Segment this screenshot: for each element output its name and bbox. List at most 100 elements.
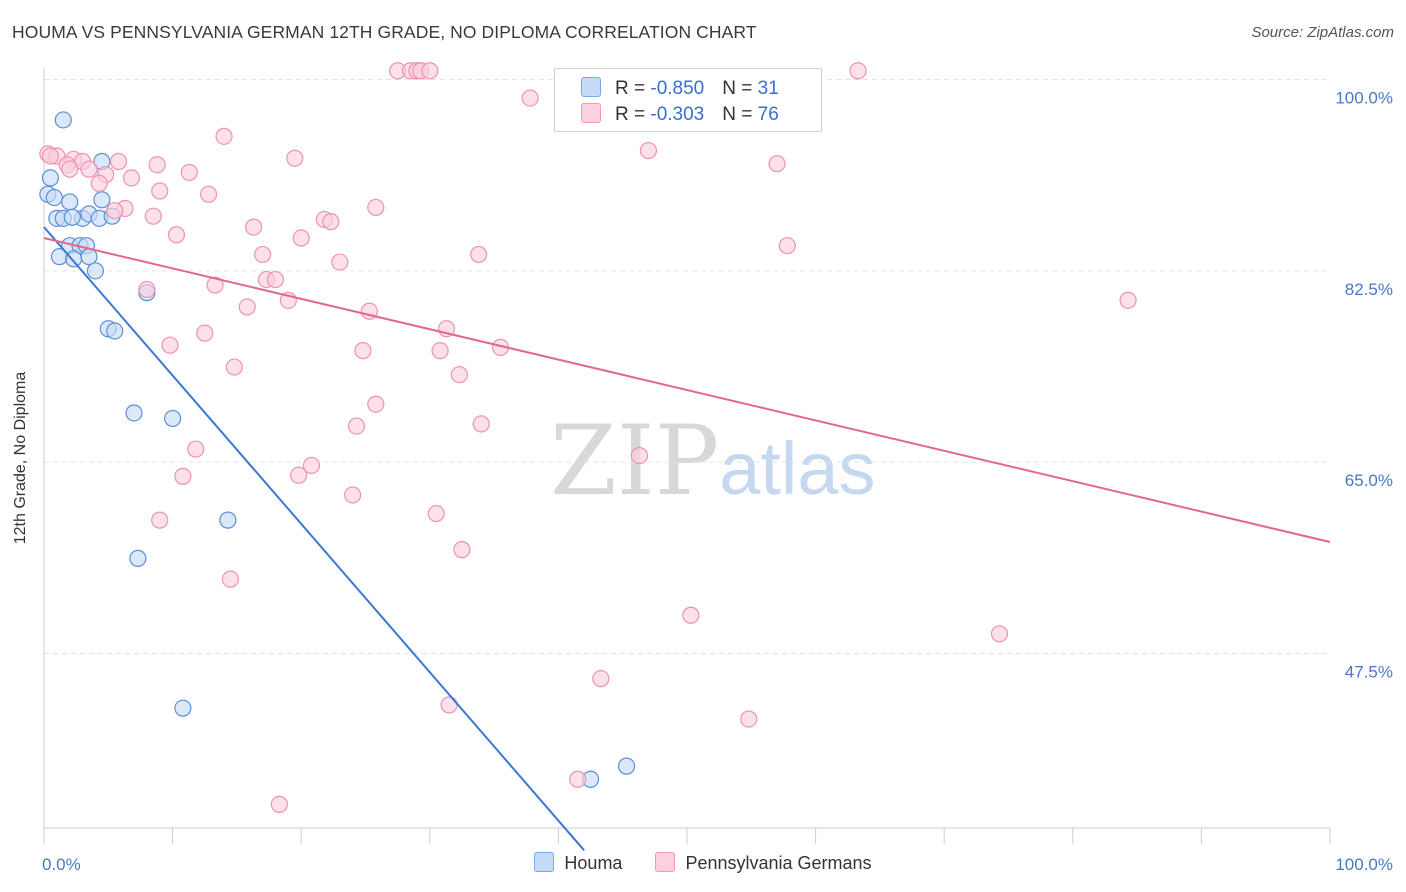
pennsylvania-germans-point — [344, 486, 362, 504]
n-label: N = — [722, 78, 758, 99]
pennsylvania-germans-point — [740, 710, 758, 728]
n-value: 76 — [757, 104, 779, 125]
n-label: N = — [722, 104, 758, 125]
legend-label-pennsylvania-germans: Pennsylvania Germans — [685, 853, 872, 873]
pennsylvania-germans-point — [849, 62, 867, 80]
pennsylvania-germans-point — [206, 276, 224, 294]
pennsylvania-germans-point — [187, 440, 205, 458]
pennsylvania-germans-point — [682, 606, 700, 624]
x-tick-label: 100.0% — [1335, 855, 1393, 874]
pennsylvania-germans-point — [639, 141, 658, 160]
pennsylvania-germans-point — [106, 202, 124, 220]
stats-legend: R = -0.850 N = 31 R = -0.303 N = 76 — [554, 68, 822, 132]
pennsylvania-germans-point — [431, 342, 449, 360]
pennsylvania-germans-point — [347, 417, 366, 435]
houma-point — [63, 208, 81, 226]
houma-point — [93, 191, 111, 209]
pennsylvania-germans-point — [470, 245, 488, 264]
pennsylvania-germans-point — [592, 670, 610, 688]
pennsylvania-germans-point — [109, 152, 128, 171]
legend-item-houma[interactable]: Houma — [534, 852, 622, 874]
y-tick-label: 100.0% — [1335, 89, 1393, 108]
pennsylvania-germans-point — [472, 415, 490, 433]
pennsylvania-germans-legend-swatch — [655, 852, 676, 872]
pennsylvania-germans-point — [144, 207, 162, 225]
pennsylvania-germans-point — [80, 160, 98, 178]
watermark: ZIPatlas — [550, 405, 876, 517]
pennsylvania-germans-point — [270, 795, 288, 813]
pennsylvania-germans-point — [215, 127, 233, 145]
pennsylvania-germans-point — [41, 147, 60, 165]
pennsylvania-germans-trend-line — [43, 237, 1331, 543]
watermark-atlas: atlas — [719, 427, 876, 510]
y-tick-label: 47.5% — [1345, 663, 1393, 682]
houma-point — [45, 188, 63, 207]
r-label: R = — [615, 104, 651, 125]
houma-point — [174, 699, 192, 717]
houma-point — [129, 549, 147, 567]
pennsylvania-germans-point — [569, 770, 587, 788]
y-tick-label: 65.0% — [1345, 471, 1393, 490]
houma-point — [125, 404, 143, 422]
pennsylvania-germans-point — [286, 149, 304, 167]
pennsylvania-germans-point — [354, 342, 372, 360]
series-legend: Houma Pennsylvania Germans — [0, 852, 1406, 874]
r-value: -0.303 — [650, 104, 705, 125]
stats-legend-row-pennsylvania-germans: R = -0.303 N = 76 — [581, 103, 779, 126]
pennsylvania-germans-point — [450, 366, 468, 384]
pennsylvania-germans-point — [151, 182, 169, 200]
pennsylvania-germans-swatch — [581, 103, 601, 123]
houma-point — [86, 262, 105, 280]
houma-point — [41, 169, 60, 187]
pennsylvania-germans-point — [151, 511, 169, 529]
pennsylvania-germans-point — [90, 174, 108, 192]
pennsylvania-germans-point — [138, 280, 156, 299]
houma-point — [219, 511, 237, 529]
source-label: Source: ZipAtlas.com — [1251, 24, 1394, 41]
pennsylvania-germans-point — [225, 358, 243, 376]
houma-trend-line — [43, 226, 585, 851]
pennsylvania-germans-point — [778, 237, 796, 255]
r-label: R = — [615, 78, 651, 99]
pennsylvania-germans-point — [630, 447, 649, 465]
chart-title: HOUMA VS PENNSYLVANIA GERMAN 12TH GRADE,… — [12, 22, 757, 42]
pennsylvania-germans-point — [180, 163, 198, 182]
pennsylvania-germans-point — [161, 336, 179, 354]
pennsylvania-germans-point — [367, 198, 385, 217]
pennsylvania-germans-point — [1119, 291, 1137, 309]
pennsylvania-germans-point — [221, 570, 240, 588]
legend-item-pennsylvania-germans[interactable]: Pennsylvania Germans — [655, 852, 872, 874]
pennsylvania-germans-point — [266, 270, 285, 289]
pennsylvania-germans-point — [990, 625, 1009, 643]
pennsylvania-germans-point — [440, 696, 458, 714]
pennsylvania-germans-point — [292, 229, 310, 247]
houma-point — [617, 757, 636, 775]
pennsylvania-germans-point — [122, 169, 141, 187]
pennsylvania-germans-point — [302, 456, 321, 475]
stats-legend-row-houma: R = -0.850 N = 31 — [581, 77, 779, 100]
y-tick-label: 82.5% — [1345, 280, 1393, 299]
pennsylvania-germans-point — [174, 467, 192, 485]
r-value: -0.850 — [650, 78, 705, 99]
pennsylvania-germans-point — [61, 160, 79, 178]
pennsylvania-germans-point — [427, 504, 445, 523]
houma-point — [106, 322, 124, 340]
x-tick-label: 0.0% — [42, 855, 81, 874]
pennsylvania-germans-point — [453, 541, 471, 559]
pennsylvania-germans-point — [254, 245, 272, 264]
pennsylvania-germans-point — [322, 213, 340, 231]
pennsylvania-germans-point — [290, 466, 308, 484]
pennsylvania-germans-point — [421, 62, 439, 80]
pennsylvania-germans-point — [238, 298, 256, 316]
houma-swatch — [581, 77, 601, 97]
houma-point — [164, 409, 182, 428]
pennsylvania-germans-point — [148, 156, 166, 174]
pennsylvania-germans-point — [367, 395, 385, 413]
pennsylvania-germans-point — [196, 324, 214, 342]
pennsylvania-germans-point — [331, 253, 349, 271]
pennsylvania-germans-point — [521, 89, 539, 107]
houma-point — [61, 193, 79, 211]
n-value: 31 — [757, 78, 779, 99]
pennsylvania-germans-point — [200, 185, 218, 203]
